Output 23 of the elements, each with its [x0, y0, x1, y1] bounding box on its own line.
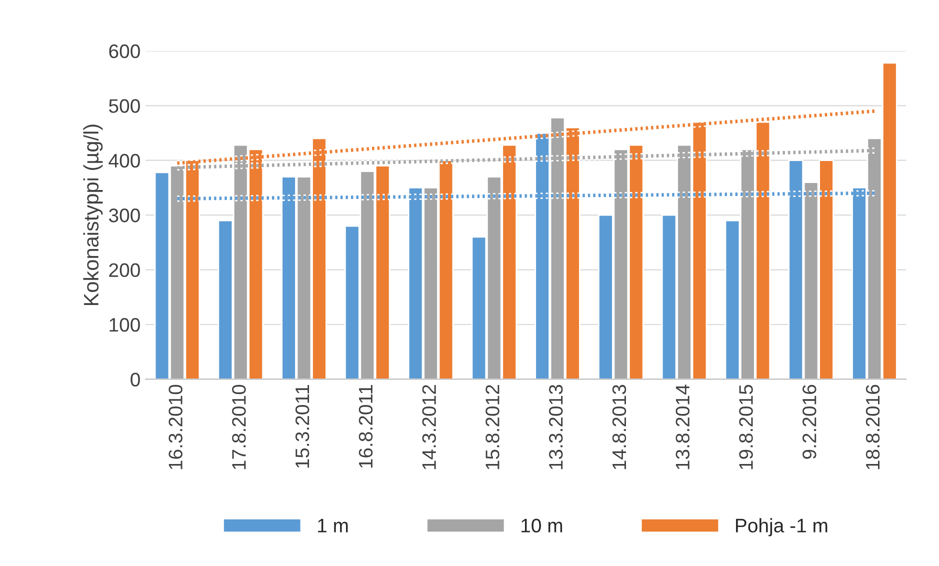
x-tick-label: 14.8.2013 [612, 384, 626, 470]
legend-label: 1 m [318, 518, 348, 532]
y-tick-label: 100 [110, 318, 140, 332]
x-tick-label: 15.8.2012 [486, 385, 500, 470]
x-tick-label: 15.3.2011 [295, 385, 310, 468]
x-tick-label: 19.8.2015 [739, 384, 753, 470]
y-axis-title: Kokonaistyppi (µg/l) [83, 124, 103, 306]
legend-label: Pohja -1 m [736, 518, 828, 536]
y-tick-label: 0 [130, 372, 140, 386]
x-tick-label: 14.3.2012 [422, 385, 436, 470]
x-tick-label: 13.3.2013 [548, 384, 563, 470]
x-tick-label: 17.8.2010 [232, 384, 246, 470]
y-tick-label: 500 [109, 99, 140, 113]
x-tick-label: 18.8.2016 [866, 384, 880, 470]
x-tick-label: 13.8.2014 [676, 384, 690, 470]
legend-label: 10 m [522, 518, 562, 532]
y-tick-label: 400 [108, 154, 140, 168]
y-tick-label: 300 [108, 208, 140, 222]
x-tick-label: 9.2.2016 [802, 384, 816, 459]
x-tick-label: 16.8.2011 [358, 385, 373, 468]
y-tick-label: 600 [109, 44, 140, 58]
y-tick-label: 200 [109, 263, 140, 278]
x-tick-label: 16.3.2010 [168, 384, 182, 470]
